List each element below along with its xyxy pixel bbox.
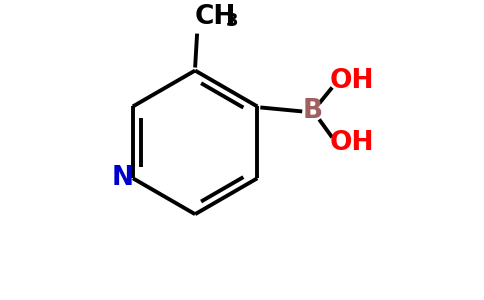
Text: OH: OH (330, 68, 374, 94)
Text: B: B (302, 98, 322, 124)
Text: OH: OH (330, 130, 374, 156)
Text: 3: 3 (226, 12, 238, 30)
Text: N: N (112, 165, 134, 191)
Text: CH: CH (195, 4, 236, 30)
